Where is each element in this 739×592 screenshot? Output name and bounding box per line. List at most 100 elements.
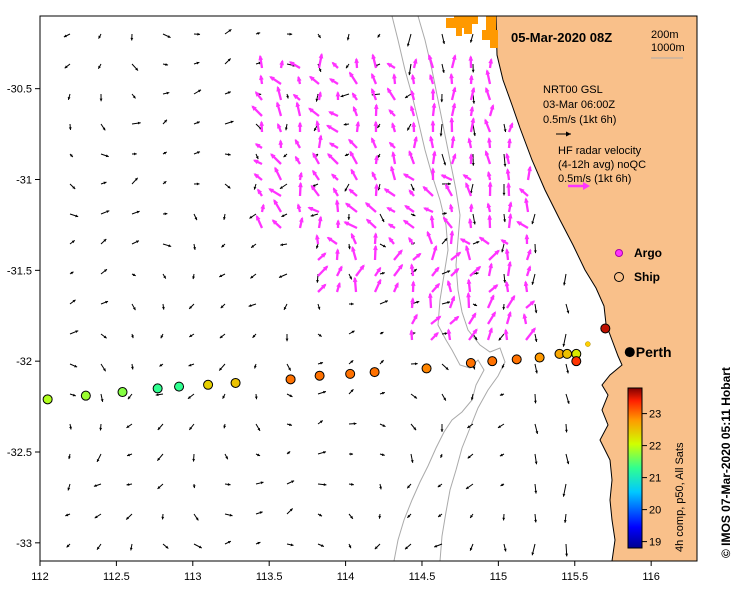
radar-vector-head <box>390 165 395 172</box>
model-vector-head <box>410 459 414 463</box>
model-vector-head <box>443 212 447 216</box>
model-vector-head <box>227 91 231 95</box>
model-vector-head <box>407 127 410 131</box>
radar-vector-head <box>365 218 372 225</box>
model-vector-head <box>473 133 476 136</box>
radar-vector-head <box>331 61 338 68</box>
plot-frame <box>39 15 698 562</box>
radar-vector-head <box>524 233 530 240</box>
model-vector-head <box>531 281 535 285</box>
y-tick-label: -30.5 <box>7 84 32 96</box>
model-vector-head <box>434 544 438 548</box>
model-vector-head <box>467 455 471 459</box>
model-vector-head <box>257 541 261 545</box>
model-vector-head <box>193 247 196 250</box>
radar-vector-head <box>427 54 433 60</box>
model-vector-head <box>284 127 288 131</box>
model-vector-head <box>378 515 382 519</box>
model-vector-head <box>535 431 539 434</box>
radar-vector-head <box>376 278 382 285</box>
radar-vector-head <box>294 155 300 162</box>
model-vector-head <box>99 98 103 102</box>
model-vector-head <box>72 299 76 303</box>
model-vector-head <box>127 396 131 400</box>
radar-vector-head <box>472 328 478 335</box>
model-vector-head <box>134 152 137 156</box>
model-vector-head <box>126 483 130 486</box>
model-vector-head <box>63 34 67 38</box>
model-vector-head <box>132 273 136 276</box>
radar-vector-head <box>409 329 414 335</box>
radar-vector-head <box>273 199 279 205</box>
ship-observation <box>174 381 185 392</box>
model-vector-head <box>503 279 507 283</box>
radar-vector-head <box>429 135 434 142</box>
radar-vector-head <box>387 223 394 229</box>
radar-vector-head <box>412 57 418 64</box>
model-vector-head <box>503 548 507 552</box>
model-vector-head <box>533 250 537 254</box>
radar-vector-head <box>404 205 410 211</box>
radar-vector-head <box>451 86 457 93</box>
x-tick-label: 115.5 <box>561 571 588 583</box>
model-vector-head <box>227 58 231 62</box>
model-vector-head <box>75 330 79 334</box>
model-vector-head <box>228 29 232 33</box>
ship-observation <box>80 390 91 401</box>
model-vector-head <box>192 485 196 489</box>
model-vector-head <box>159 363 163 367</box>
model-vector-head <box>502 306 506 310</box>
radar-vector-head <box>296 75 302 82</box>
model-vector-head <box>104 269 107 272</box>
radar-vector-head <box>364 202 371 208</box>
radar-vector-head <box>309 75 315 82</box>
radar-vector-head <box>374 183 379 189</box>
model-vector-head <box>227 185 231 189</box>
argo-floats <box>585 341 591 347</box>
y-axis: -30.5 -31 -31.5 -32 -32.5 -33 <box>7 84 40 550</box>
radar-vector-head <box>468 55 474 61</box>
model-vector-head <box>439 133 443 137</box>
radar-vector-head <box>352 105 358 112</box>
model-vector-head <box>71 240 75 244</box>
model-vector-head <box>134 177 138 181</box>
radar-vector-head <box>470 117 476 123</box>
radar-legend-name: HF radar velocity <box>558 145 642 157</box>
radar-vector-head <box>410 73 416 80</box>
model-vector-head <box>380 360 384 364</box>
radar-vector-head <box>446 279 452 286</box>
radar-vector-head <box>326 236 333 242</box>
radar-vector-head <box>491 311 496 317</box>
radar-legend-avg: (4-12h avg) noQC <box>558 159 646 171</box>
model-vector-head <box>196 182 200 186</box>
model-vector-head <box>406 43 410 47</box>
radar-vector-head <box>500 239 507 245</box>
radar-vector-head <box>486 202 492 209</box>
radar-vector-head <box>426 230 432 237</box>
model-vector-head <box>189 334 193 337</box>
radar-vector-head <box>488 327 493 333</box>
model-vector-head <box>471 163 475 166</box>
radar-vector-head <box>317 91 323 97</box>
model-vector-head <box>155 393 159 397</box>
model-vector-head <box>469 547 473 551</box>
radar-vector-head <box>435 315 442 321</box>
land-australia <box>495 16 697 561</box>
model-vector-head <box>164 119 167 123</box>
model-vector-head <box>98 35 102 39</box>
ship-observation <box>571 356 582 367</box>
radar-vector-head <box>524 197 529 203</box>
ship-legend-symbol <box>614 272 624 282</box>
model-vector-head <box>165 63 169 66</box>
model-vector-head <box>319 513 323 517</box>
radar-vector-head <box>335 248 340 254</box>
colorbar-label: 4h comp, p50, All Sats <box>674 442 686 552</box>
model-vector-head <box>279 186 283 189</box>
radar-vector-head <box>453 267 460 274</box>
model-vector-head <box>103 239 107 242</box>
radar-vector-head <box>504 248 510 254</box>
model-vector-head <box>350 360 354 364</box>
model-vector-head <box>219 335 223 339</box>
ship-observation <box>42 394 53 405</box>
model-vector-head <box>350 389 354 393</box>
